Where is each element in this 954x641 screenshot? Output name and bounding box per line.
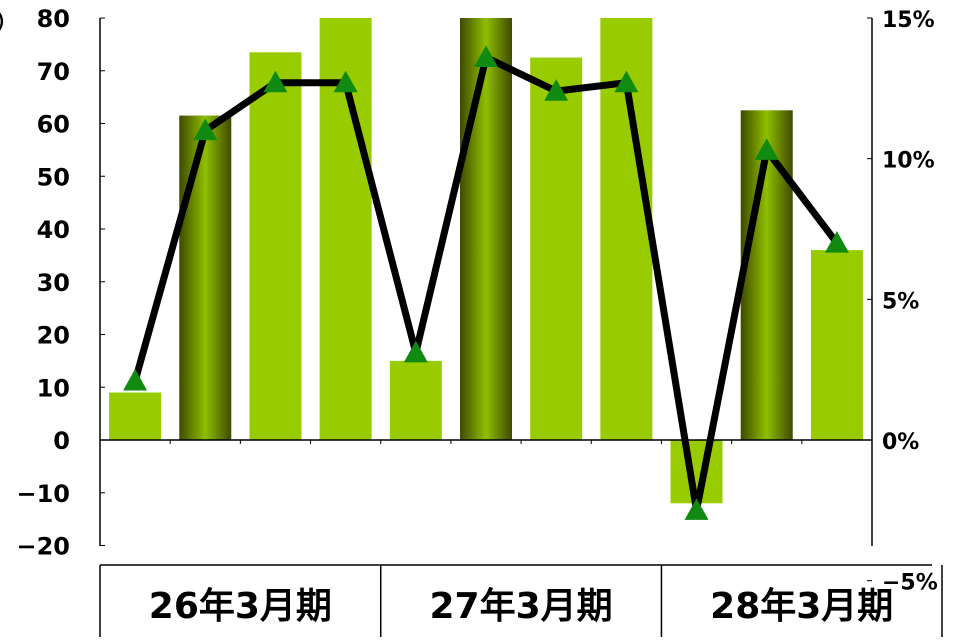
left-axis-clipped-label: ） <box>0 11 18 36</box>
right-tick-label: 0% <box>882 430 919 455</box>
left-tick-label: 40 <box>37 216 70 244</box>
line-point-marker <box>403 340 428 363</box>
left-tick-label: 30 <box>37 269 70 297</box>
bar <box>460 18 512 440</box>
right-tick-label: 10% <box>882 149 935 174</box>
right-tick-label: −5% <box>882 571 938 596</box>
left-tick-label: 50 <box>37 163 70 191</box>
bar <box>389 360 442 440</box>
left-tick-label: 0 <box>53 427 70 455</box>
axis-layer <box>99 17 873 582</box>
bar <box>530 57 583 440</box>
line-point-marker <box>474 45 498 67</box>
left-tick-label: 10 <box>37 374 70 402</box>
line-point-marker <box>544 79 569 101</box>
bar <box>179 115 232 441</box>
left-tick-label: −20 <box>16 533 70 561</box>
line-point-marker <box>824 231 849 253</box>
category-group-label: 27年3月期 <box>430 586 613 627</box>
left-tick-label: 80 <box>37 5 70 33</box>
category-group-layer: 26年3月期 27年3月期 28年3月期 <box>99 564 943 637</box>
bar-layer <box>109 18 863 504</box>
line-point-marker <box>263 70 288 93</box>
line-point-marker <box>684 498 709 520</box>
line-point-marker <box>123 368 148 391</box>
right-tick-label: 15% <box>882 8 935 33</box>
bar <box>810 250 863 440</box>
label-layer: 80 70 60 50 40 30 20 10 0 −10 −20 15% 10% 5% 0% −5% ） <box>0 5 938 596</box>
left-tick-label: 70 <box>37 58 70 86</box>
bar <box>109 392 162 440</box>
category-group-label: 26年3月期 <box>149 586 332 627</box>
bar <box>249 52 302 440</box>
left-tick-label: 20 <box>37 322 70 350</box>
line-point-marker <box>333 70 358 93</box>
line-point-marker <box>754 138 779 160</box>
line-point-marker <box>614 70 639 93</box>
left-tick-label: −10 <box>16 480 70 508</box>
left-tick-label: 60 <box>37 111 70 139</box>
category-group-label: 28年3月期 <box>710 586 893 627</box>
right-tick-label: 5% <box>882 289 919 314</box>
line-point-marker <box>193 118 218 141</box>
line-layer <box>123 45 849 520</box>
